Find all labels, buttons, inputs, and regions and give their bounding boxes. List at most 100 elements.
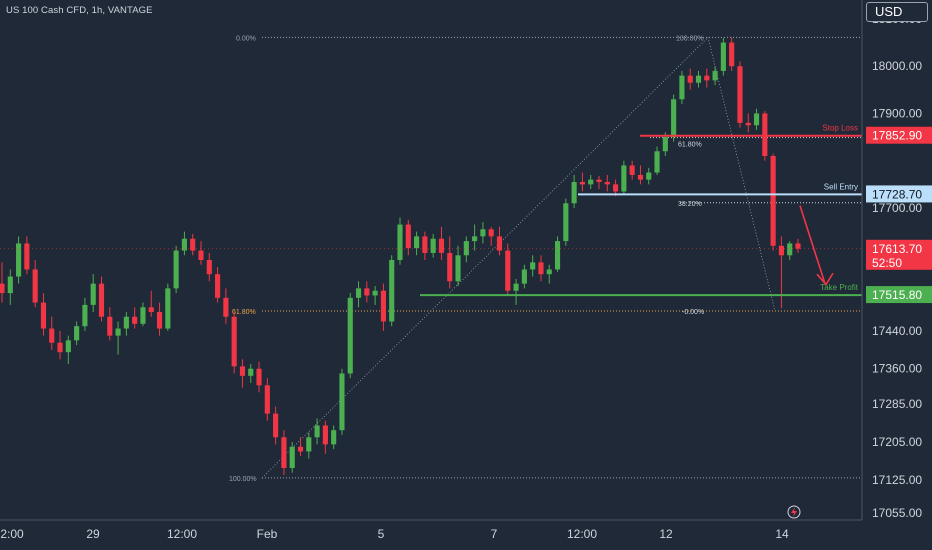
fib-label: 38.20% [678, 201, 702, 208]
candle-body [438, 238, 445, 253]
candle-body [32, 269, 38, 303]
candle-body [231, 316, 237, 367]
candle-body [173, 250, 179, 289]
time-tick-label: 7 [491, 527, 498, 541]
fib-label: 61.80% [232, 309, 256, 316]
fib-trendline-up [261, 37, 709, 479]
candle-body [654, 151, 660, 173]
price-tick-label: 17285.00 [872, 397, 922, 411]
candle-body [389, 260, 395, 322]
candle-body [530, 262, 536, 270]
price-tag-label: 17613.70 [872, 242, 922, 256]
candle-body [397, 224, 403, 260]
candle-body [787, 243, 793, 256]
candle-body [629, 165, 635, 175]
candle-body [123, 316, 129, 329]
price-tag-label: 17515.80 [872, 288, 922, 302]
candle-body [140, 307, 146, 324]
candle-body [16, 243, 22, 277]
candle-body [795, 243, 801, 249]
candle-body [729, 42, 735, 67]
candle-body [480, 229, 486, 237]
candle-body [115, 328, 121, 336]
time-tick-label: Feb [257, 527, 278, 541]
candle-body [596, 179, 602, 182]
candle-body [662, 137, 668, 152]
fib-label: 0.00% [236, 35, 256, 42]
price-tag [866, 239, 932, 270]
time-tick-label: 14 [775, 527, 789, 541]
candle-body [613, 184, 619, 192]
candle-body [704, 75, 710, 81]
candle-body [472, 236, 478, 242]
candle-body [206, 260, 212, 275]
candle-body [331, 430, 337, 445]
time-tick-label: 12 [659, 527, 673, 541]
candle-body [778, 245, 784, 256]
candle-body [455, 255, 461, 282]
candle-body [405, 224, 411, 249]
candle-body [737, 66, 743, 123]
time-tick-label: 2:00 [0, 527, 24, 541]
time-tick-label: 12:00 [167, 527, 197, 541]
candle-body [496, 236, 503, 251]
candle-body [49, 328, 55, 343]
candle-body [198, 250, 204, 260]
overlay-layer [0, 205, 862, 519]
candle-body [107, 316, 113, 336]
candle-body [306, 437, 312, 452]
sell-arrow-shaft [799, 205, 826, 284]
fib-label: -0.00% [682, 309, 704, 316]
price-tick-label: 17900.00 [872, 106, 922, 120]
trade-level-label: Sell Entry [824, 182, 858, 191]
price-tag-label: 17728.70 [872, 187, 922, 201]
candle-body [0, 283, 5, 294]
fib-retracement-layer: 0.00% 100.00% 61.80% 38.20% 61.80% -0.00% 100.… [229, 35, 862, 483]
trade-level-label: Stop Loss [822, 124, 858, 133]
candle-body [372, 290, 378, 296]
candle-body [347, 297, 353, 374]
fib-trendline-down [707, 37, 776, 312]
candle-body [82, 304, 88, 327]
candle-body [579, 182, 585, 185]
price-tick-label: 17125.00 [872, 473, 922, 487]
currency-button[interactable]: USD [866, 2, 928, 22]
price-tag [866, 286, 932, 304]
trade-level-layer: Stop Loss Sell Entry Take Profit [420, 124, 862, 297]
price-tick-label: 17700.00 [872, 201, 922, 215]
candle-body [488, 229, 494, 237]
candle-body [422, 236, 428, 253]
candle-body [753, 113, 760, 126]
candle-body [297, 446, 304, 452]
trade-level-label: Take Profit [820, 283, 859, 292]
candle-body [24, 243, 30, 270]
candle-body [273, 413, 279, 438]
candle-body [156, 312, 163, 329]
candle-body [7, 276, 13, 294]
candle-body [239, 366, 246, 376]
candle-body [712, 70, 718, 81]
candle-body [264, 385, 270, 414]
candle-body [745, 122, 751, 126]
price-tag [866, 126, 932, 144]
candle-body [40, 302, 47, 329]
candle-body [554, 241, 561, 270]
candle-body [687, 75, 693, 83]
lightning-icon [787, 505, 801, 519]
candle-body [621, 165, 627, 192]
candle-body [322, 425, 328, 445]
price-tag-countdown: 52:50 [872, 256, 902, 270]
candle-body [430, 238, 436, 253]
candle-body [588, 179, 594, 185]
sell-arrow-head [816, 272, 834, 286]
candle-body [513, 283, 519, 291]
candle-body [646, 172, 652, 180]
price-tick-label: 17440.00 [872, 324, 922, 338]
symbol-title: US 100 Cash CFD, 1h, VANTAGE [6, 5, 153, 16]
candle-body [364, 288, 370, 296]
candle-body [281, 437, 287, 468]
candle-body [181, 238, 187, 251]
